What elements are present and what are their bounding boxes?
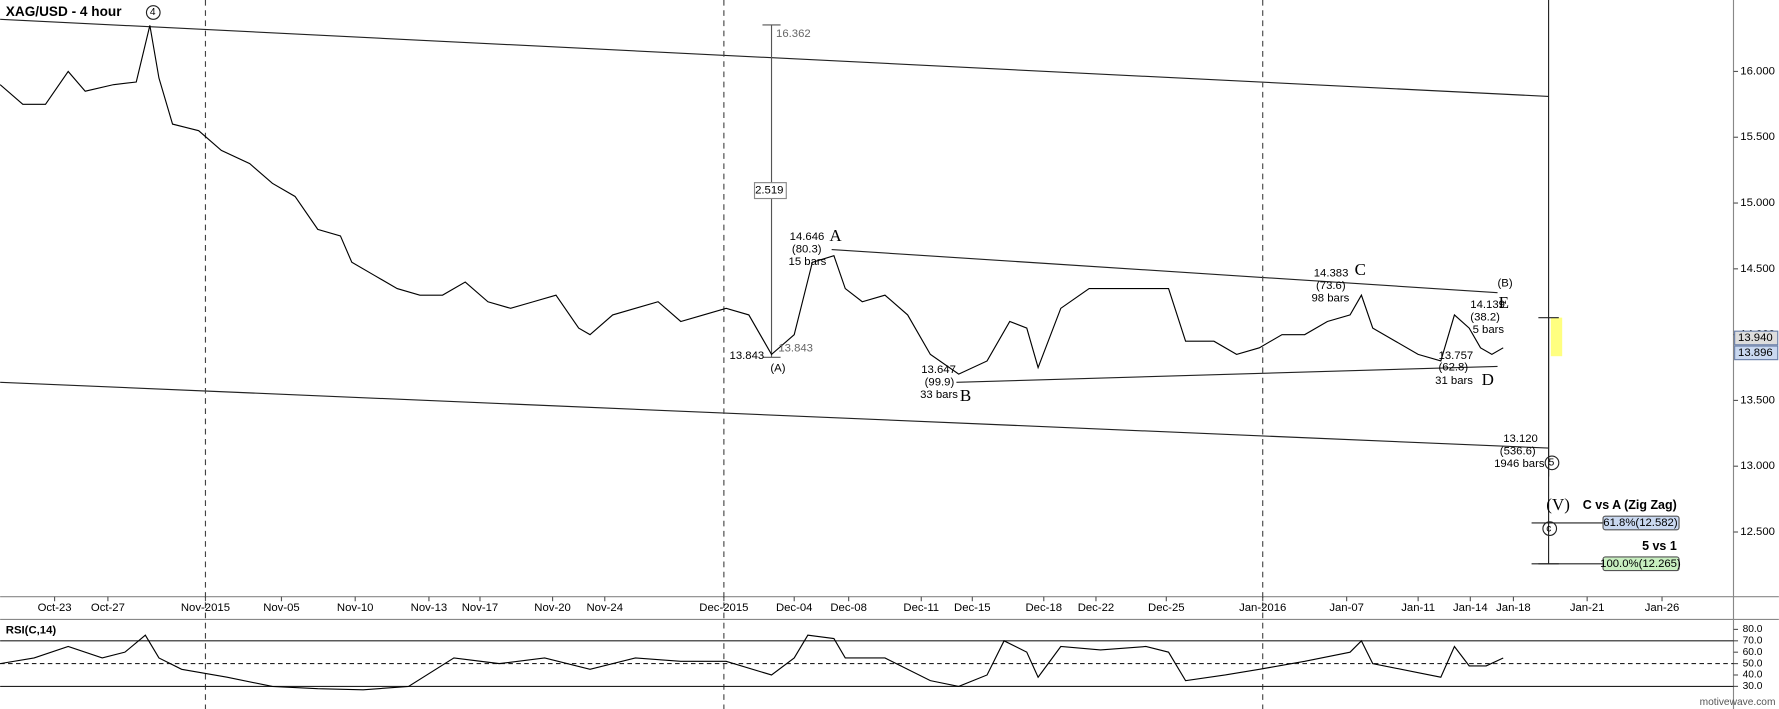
annotation: 98 bars — [1311, 292, 1349, 304]
rsi-line — [0, 634, 1504, 691]
annotation: 61.8%(12.582) — [1603, 517, 1678, 529]
x-tick-label: Nov-17 — [462, 602, 499, 614]
x-tick-label: Jan-11 — [1401, 602, 1435, 614]
x-tick-label: Nov-2015 — [181, 602, 230, 614]
annotation: (38.2) — [1470, 312, 1500, 324]
y-tick-label: 15.500 — [1740, 131, 1775, 143]
price-tag-label: 13.896 — [1738, 347, 1773, 359]
annotation: 5 — [1549, 458, 1555, 469]
triangle-line — [956, 365, 1498, 383]
annotation: 16.362 — [776, 28, 811, 40]
x-tick-label: Nov-20 — [534, 602, 571, 614]
x-tick-label: Jan-07 — [1329, 602, 1364, 614]
annotation: 14.383 — [1314, 267, 1349, 279]
x-tick-label: Dec-18 — [1026, 602, 1063, 614]
y-tick-label: 70.0 — [1743, 635, 1763, 646]
annotation: 5 vs 1 — [1642, 539, 1677, 553]
x-tick-label: Dec-04 — [776, 602, 813, 614]
price-tag — [1734, 345, 1779, 361]
annotation: 14.646 — [790, 231, 825, 243]
annotation: 13.120 — [1503, 433, 1538, 445]
annotation: 2.519 — [755, 185, 783, 197]
chart-title: XAG/USD - 4 hour — [6, 4, 122, 19]
channel-line — [0, 18, 1549, 97]
x-tick-label: Dec-2015 — [699, 602, 748, 614]
annotation: C — [1355, 260, 1366, 279]
price-tag-label: 13.940 — [1738, 332, 1773, 344]
annotation: 1946 bars — [1494, 458, 1545, 470]
annotation: B — [960, 386, 971, 405]
rsi-title: RSI(C,14) — [6, 625, 57, 637]
x-tick-label: Dec-25 — [1148, 602, 1185, 614]
annotation: 5 bars — [1473, 324, 1505, 336]
y-tick-label: 15.000 — [1740, 197, 1775, 209]
x-tick-label: Oct-23 — [38, 602, 72, 614]
annotation: (A) — [770, 363, 785, 375]
x-tick-label: Nov-13 — [411, 602, 448, 614]
annotation: (B) — [1498, 278, 1513, 290]
y-tick-label: 60.0 — [1743, 647, 1763, 658]
x-tick-label: Jan-2016 — [1239, 602, 1286, 614]
x-tick-label: Dec-15 — [954, 602, 991, 614]
annotation: 31 bars — [1435, 375, 1473, 387]
wave-circle — [145, 5, 161, 20]
x-tick-label: Dec-22 — [1078, 602, 1115, 614]
y-tick-label: 13.500 — [1740, 394, 1775, 406]
annotation: 4 — [150, 7, 156, 18]
annotation: 13.843 — [778, 342, 813, 354]
annotation: (73.6) — [1316, 280, 1346, 292]
annotation: 33 bars — [920, 389, 958, 401]
annotation: (V) — [1546, 495, 1570, 514]
label-box — [1602, 515, 1680, 531]
x-tick-label: Oct-27 — [91, 602, 125, 614]
triangle-line — [831, 249, 1498, 294]
annotation: A — [829, 226, 842, 245]
x-tick-label: Dec-08 — [830, 602, 867, 614]
y-tick-label: 30.0 — [1743, 681, 1763, 692]
label-box — [1602, 556, 1680, 572]
x-tick-label: Jan-26 — [1645, 602, 1680, 614]
y-tick-label: 13.000 — [1740, 460, 1775, 472]
x-tick-label: Jan-21 — [1570, 602, 1605, 614]
x-tick-label: Jan-14 — [1453, 602, 1488, 614]
watermark: motivewave.com — [1700, 697, 1776, 708]
price-tag — [1734, 330, 1779, 346]
annotation: c — [1546, 523, 1551, 534]
annotation: (80.3) — [792, 244, 822, 256]
target-zone — [1550, 317, 1563, 357]
channel-line — [0, 381, 1549, 449]
annotation: 100.0%(12.265) — [1600, 558, 1681, 570]
x-tick-label: Nov-10 — [337, 602, 374, 614]
price-line — [0, 25, 1504, 375]
label-box — [753, 182, 787, 200]
annotation: (99.9) — [925, 376, 955, 388]
y-tick-label: 12.500 — [1740, 526, 1775, 538]
y-tick-label: 80.0 — [1743, 624, 1763, 635]
annotation: E — [1499, 293, 1509, 312]
annotation: 13.843 — [730, 350, 765, 362]
x-tick-label: Nov-24 — [587, 602, 624, 614]
annotation: (62.8) — [1439, 362, 1469, 374]
annotation: 13.647 — [921, 364, 956, 376]
annotation: D — [1482, 370, 1494, 389]
annotation: (536.6) — [1500, 445, 1536, 457]
wave-circle — [1542, 521, 1558, 537]
annotation: 14.139 — [1470, 299, 1505, 311]
x-tick-label: Jan-18 — [1496, 602, 1531, 614]
y-tick-label: 40.0 — [1743, 670, 1763, 681]
annotation: 15 bars — [789, 256, 827, 268]
x-tick-label: Dec-11 — [903, 602, 939, 614]
annotation: C vs A (Zig Zag) — [1583, 498, 1677, 512]
y-tick-label: 14.500 — [1740, 263, 1775, 275]
x-tick-label: Nov-05 — [263, 602, 300, 614]
wave-circle — [1544, 455, 1560, 471]
annotation: 13.757 — [1439, 350, 1474, 362]
y-tick-label: 16.000 — [1740, 65, 1775, 77]
y-tick-label: 50.0 — [1743, 658, 1763, 669]
